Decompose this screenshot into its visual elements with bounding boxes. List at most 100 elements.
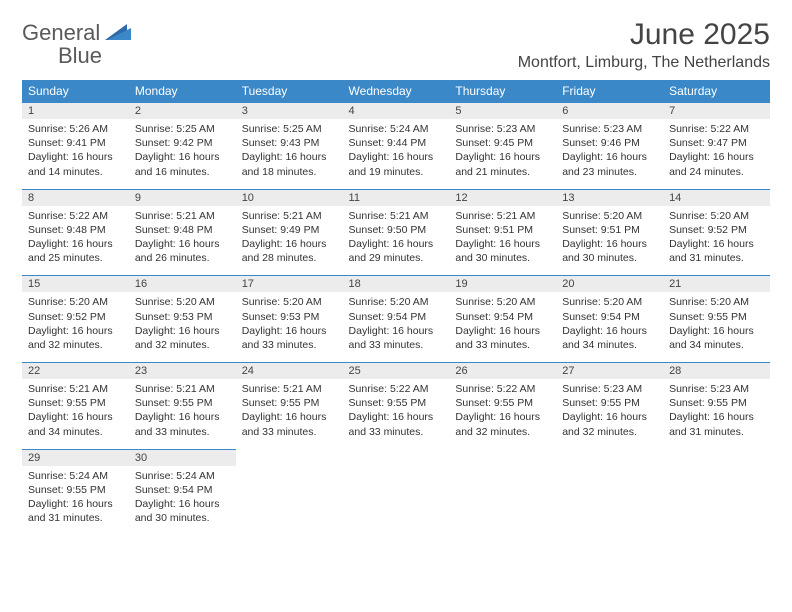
- calendar-cell: 18Sunrise: 5:20 AMSunset: 9:54 PMDayligh…: [343, 275, 450, 362]
- day-number: 8: [22, 189, 129, 206]
- brand-name-b: Blue: [22, 43, 102, 68]
- day-number: 26: [449, 362, 556, 379]
- day-number: 9: [129, 189, 236, 206]
- day-details: Sunrise: 5:23 AMSunset: 9:45 PMDaylight:…: [449, 119, 556, 189]
- day-details: Sunrise: 5:21 AMSunset: 9:55 PMDaylight:…: [236, 379, 343, 449]
- calendar-cell: 13Sunrise: 5:20 AMSunset: 9:51 PMDayligh…: [556, 189, 663, 276]
- day-details: Sunrise: 5:23 AMSunset: 9:55 PMDaylight:…: [556, 379, 663, 449]
- calendar-row: 15Sunrise: 5:20 AMSunset: 9:52 PMDayligh…: [22, 275, 770, 362]
- calendar-cell: [449, 449, 556, 536]
- title-block: June 2025 Montfort, Limburg, The Netherl…: [518, 18, 770, 72]
- calendar-row: 8Sunrise: 5:22 AMSunset: 9:48 PMDaylight…: [22, 189, 770, 276]
- day-number: 30: [129, 449, 236, 466]
- calendar-row: 29Sunrise: 5:24 AMSunset: 9:55 PMDayligh…: [22, 449, 770, 536]
- day-details: Sunrise: 5:22 AMSunset: 9:47 PMDaylight:…: [663, 119, 770, 189]
- calendar-cell: 10Sunrise: 5:21 AMSunset: 9:49 PMDayligh…: [236, 189, 343, 276]
- day-number: 18: [343, 275, 450, 292]
- month-title: June 2025: [518, 18, 770, 52]
- day-details: Sunrise: 5:23 AMSunset: 9:46 PMDaylight:…: [556, 119, 663, 189]
- day-details: Sunrise: 5:22 AMSunset: 9:55 PMDaylight:…: [343, 379, 450, 449]
- calendar-cell: 23Sunrise: 5:21 AMSunset: 9:55 PMDayligh…: [129, 362, 236, 449]
- day-number: 4: [343, 102, 450, 119]
- day-number: 29: [22, 449, 129, 466]
- day-details: Sunrise: 5:21 AMSunset: 9:55 PMDaylight:…: [129, 379, 236, 449]
- day-details: Sunrise: 5:21 AMSunset: 9:51 PMDaylight:…: [449, 206, 556, 276]
- calendar-cell: 25Sunrise: 5:22 AMSunset: 9:55 PMDayligh…: [343, 362, 450, 449]
- calendar-cell: 17Sunrise: 5:20 AMSunset: 9:53 PMDayligh…: [236, 275, 343, 362]
- calendar-row: 1Sunrise: 5:26 AMSunset: 9:41 PMDaylight…: [22, 102, 770, 189]
- calendar-cell: 15Sunrise: 5:20 AMSunset: 9:52 PMDayligh…: [22, 275, 129, 362]
- day-details: Sunrise: 5:21 AMSunset: 9:55 PMDaylight:…: [22, 379, 129, 449]
- calendar-cell: 9Sunrise: 5:21 AMSunset: 9:48 PMDaylight…: [129, 189, 236, 276]
- day-number: 28: [663, 362, 770, 379]
- day-number: 2: [129, 102, 236, 119]
- calendar-cell: 4Sunrise: 5:24 AMSunset: 9:44 PMDaylight…: [343, 102, 450, 189]
- location-subtitle: Montfort, Limburg, The Netherlands: [518, 54, 770, 72]
- day-number: 1: [22, 102, 129, 119]
- day-number: 27: [556, 362, 663, 379]
- brand-mark-icon: [105, 22, 131, 40]
- day-number: 12: [449, 189, 556, 206]
- day-details: Sunrise: 5:24 AMSunset: 9:44 PMDaylight:…: [343, 119, 450, 189]
- day-details: Sunrise: 5:22 AMSunset: 9:55 PMDaylight:…: [449, 379, 556, 449]
- day-number: 11: [343, 189, 450, 206]
- calendar-cell: 27Sunrise: 5:23 AMSunset: 9:55 PMDayligh…: [556, 362, 663, 449]
- day-details: Sunrise: 5:20 AMSunset: 9:54 PMDaylight:…: [556, 292, 663, 362]
- day-number: 25: [343, 362, 450, 379]
- day-details: Sunrise: 5:25 AMSunset: 9:42 PMDaylight:…: [129, 119, 236, 189]
- day-number: 23: [129, 362, 236, 379]
- calendar-cell: 26Sunrise: 5:22 AMSunset: 9:55 PMDayligh…: [449, 362, 556, 449]
- header: General Blue June 2025 Montfort, Limburg…: [22, 18, 770, 72]
- calendar-cell: [343, 449, 450, 536]
- calendar-cell: 8Sunrise: 5:22 AMSunset: 9:48 PMDaylight…: [22, 189, 129, 276]
- calendar-cell: 28Sunrise: 5:23 AMSunset: 9:55 PMDayligh…: [663, 362, 770, 449]
- day-number: 19: [449, 275, 556, 292]
- day-number: 17: [236, 275, 343, 292]
- day-details: Sunrise: 5:25 AMSunset: 9:43 PMDaylight:…: [236, 119, 343, 189]
- weekday-header-row: SundayMondayTuesdayWednesdayThursdayFrid…: [22, 80, 770, 102]
- calendar-cell: 6Sunrise: 5:23 AMSunset: 9:46 PMDaylight…: [556, 102, 663, 189]
- calendar-cell: 2Sunrise: 5:25 AMSunset: 9:42 PMDaylight…: [129, 102, 236, 189]
- day-details: Sunrise: 5:20 AMSunset: 9:54 PMDaylight:…: [449, 292, 556, 362]
- day-details: Sunrise: 5:20 AMSunset: 9:53 PMDaylight:…: [129, 292, 236, 362]
- day-details: Sunrise: 5:23 AMSunset: 9:55 PMDaylight:…: [663, 379, 770, 449]
- day-number: 16: [129, 275, 236, 292]
- day-details: Sunrise: 5:20 AMSunset: 9:53 PMDaylight:…: [236, 292, 343, 362]
- day-details: Sunrise: 5:22 AMSunset: 9:48 PMDaylight:…: [22, 206, 129, 276]
- day-details: Sunrise: 5:20 AMSunset: 9:52 PMDaylight:…: [22, 292, 129, 362]
- calendar-cell: [556, 449, 663, 536]
- day-details: Sunrise: 5:20 AMSunset: 9:55 PMDaylight:…: [663, 292, 770, 362]
- calendar-cell: [663, 449, 770, 536]
- day-details: Sunrise: 5:24 AMSunset: 9:55 PMDaylight:…: [22, 466, 129, 536]
- day-details: Sunrise: 5:20 AMSunset: 9:52 PMDaylight:…: [663, 206, 770, 276]
- calendar-cell: 5Sunrise: 5:23 AMSunset: 9:45 PMDaylight…: [449, 102, 556, 189]
- day-details: Sunrise: 5:21 AMSunset: 9:50 PMDaylight:…: [343, 206, 450, 276]
- calendar-cell: 21Sunrise: 5:20 AMSunset: 9:55 PMDayligh…: [663, 275, 770, 362]
- calendar-cell: 30Sunrise: 5:24 AMSunset: 9:54 PMDayligh…: [129, 449, 236, 536]
- day-number: 13: [556, 189, 663, 206]
- calendar-cell: 16Sunrise: 5:20 AMSunset: 9:53 PMDayligh…: [129, 275, 236, 362]
- calendar-body: 1Sunrise: 5:26 AMSunset: 9:41 PMDaylight…: [22, 102, 770, 535]
- calendar-cell: 19Sunrise: 5:20 AMSunset: 9:54 PMDayligh…: [449, 275, 556, 362]
- calendar-table: SundayMondayTuesdayWednesdayThursdayFrid…: [22, 80, 770, 535]
- day-details: Sunrise: 5:24 AMSunset: 9:54 PMDaylight:…: [129, 466, 236, 536]
- day-number: 14: [663, 189, 770, 206]
- day-details: Sunrise: 5:20 AMSunset: 9:54 PMDaylight:…: [343, 292, 450, 362]
- day-number: 10: [236, 189, 343, 206]
- calendar-cell: 12Sunrise: 5:21 AMSunset: 9:51 PMDayligh…: [449, 189, 556, 276]
- calendar-cell: 3Sunrise: 5:25 AMSunset: 9:43 PMDaylight…: [236, 102, 343, 189]
- calendar-cell: 7Sunrise: 5:22 AMSunset: 9:47 PMDaylight…: [663, 102, 770, 189]
- day-number: 21: [663, 275, 770, 292]
- day-details: Sunrise: 5:20 AMSunset: 9:51 PMDaylight:…: [556, 206, 663, 276]
- day-number: 22: [22, 362, 129, 379]
- day-details: Sunrise: 5:21 AMSunset: 9:48 PMDaylight:…: [129, 206, 236, 276]
- day-details: Sunrise: 5:21 AMSunset: 9:49 PMDaylight:…: [236, 206, 343, 276]
- day-number: 24: [236, 362, 343, 379]
- brand-logo: General Blue: [22, 18, 131, 68]
- weekday-header: Saturday: [663, 80, 770, 102]
- weekday-header: Monday: [129, 80, 236, 102]
- calendar-cell: 11Sunrise: 5:21 AMSunset: 9:50 PMDayligh…: [343, 189, 450, 276]
- weekday-header: Sunday: [22, 80, 129, 102]
- calendar-cell: 29Sunrise: 5:24 AMSunset: 9:55 PMDayligh…: [22, 449, 129, 536]
- calendar-cell: 24Sunrise: 5:21 AMSunset: 9:55 PMDayligh…: [236, 362, 343, 449]
